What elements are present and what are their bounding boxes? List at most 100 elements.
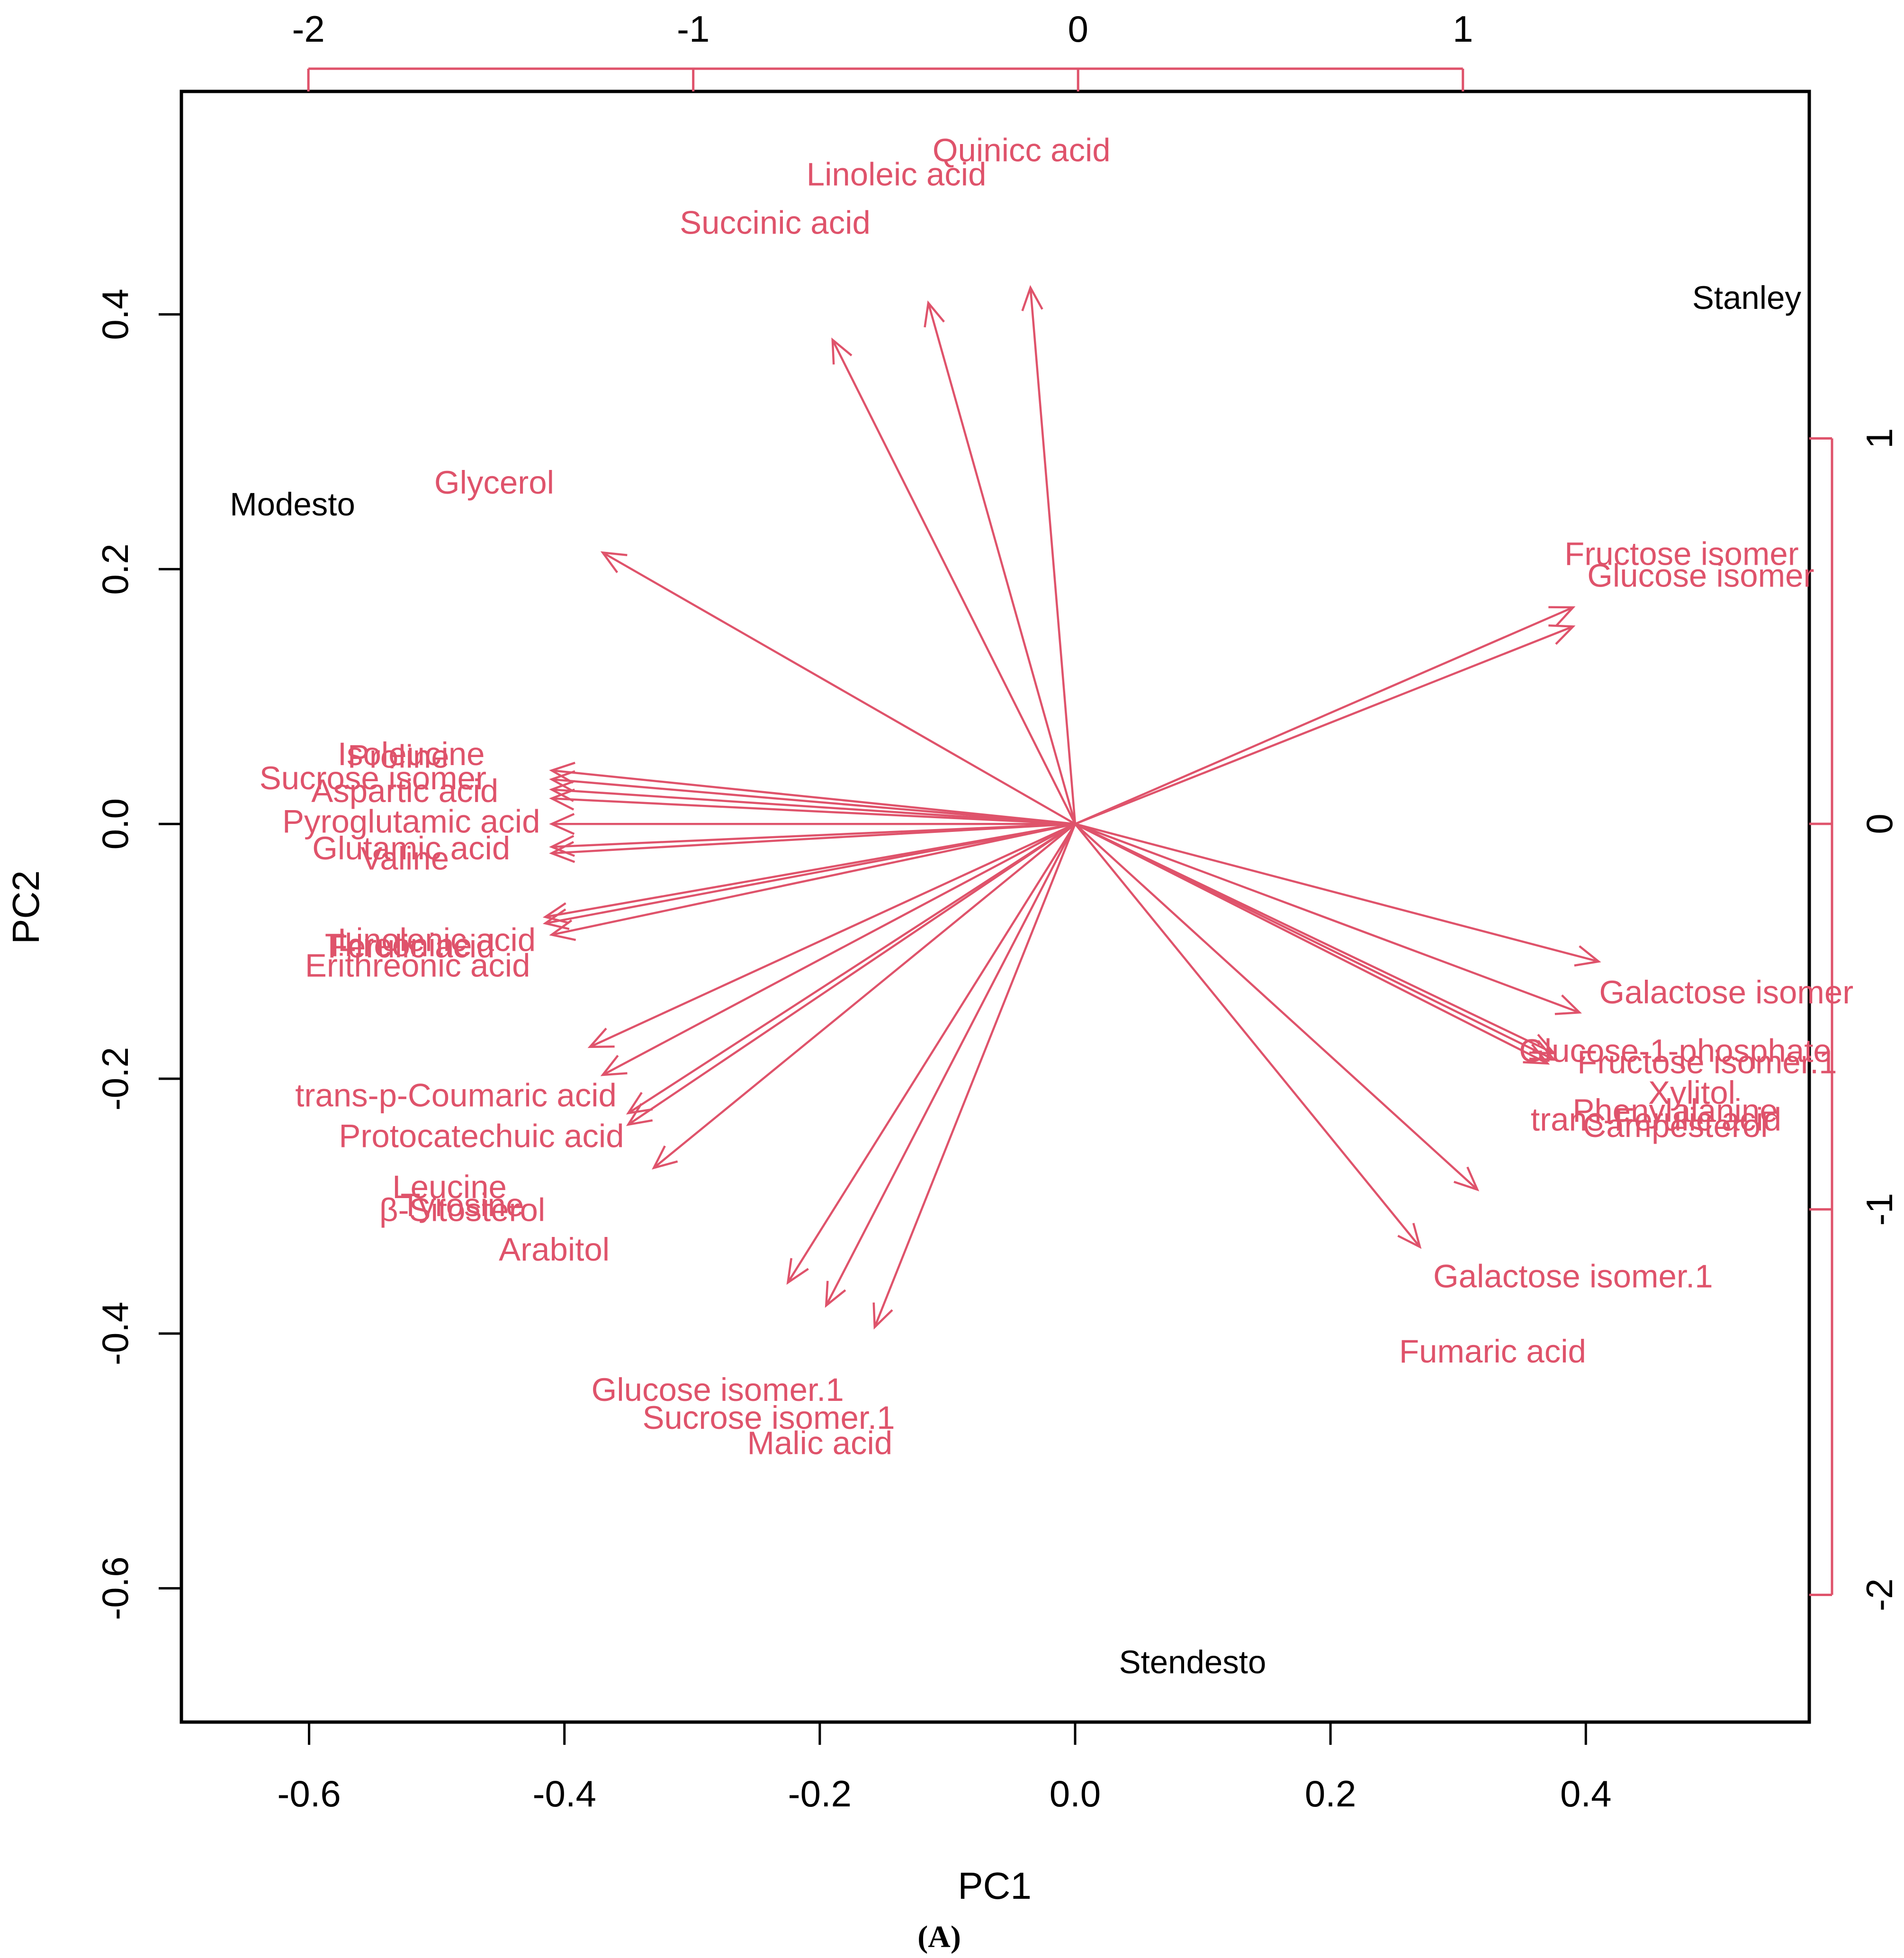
loading-arrow <box>1074 823 1550 1065</box>
left-tick-label: 0.0 <box>94 798 136 849</box>
variable-label-glucose-isomer: Glucose isomer <box>1587 557 1814 594</box>
arrow-head <box>600 1055 628 1076</box>
loading-arrow <box>1075 606 1576 825</box>
variable-label-trans-ferulic-acid: trans-Ferulic acid <box>1531 1101 1781 1138</box>
arrow-shaft <box>551 769 1076 825</box>
variable-label-succinic-acid: Succinic acid <box>680 205 871 241</box>
right-tick-label: 0 <box>1859 813 1900 834</box>
loading-arrow <box>626 823 1076 1115</box>
left-tick-label: 0.2 <box>94 543 136 595</box>
arrow-shaft <box>1074 823 1548 1065</box>
panel-label: (A) <box>917 1920 961 1954</box>
arrow-shaft <box>825 823 1076 1306</box>
observation-label-modesto: Modesto <box>230 486 355 523</box>
variable-label-glucose-1-phosphate: Glucose-1-phosphate <box>1519 1032 1832 1069</box>
arrow-head <box>549 780 575 802</box>
arrow-head <box>587 1028 615 1048</box>
x-axis-title: PC1 <box>958 1865 1032 1907</box>
observation-labels: Modesto Stanley Stendesto <box>230 280 1801 1680</box>
arrow-head <box>1548 606 1576 626</box>
variable-label-threonine: Threonine <box>325 927 472 963</box>
left-tick-label: -0.6 <box>94 1556 136 1620</box>
arrow-shaft <box>1075 823 1599 963</box>
loading-arrow <box>600 823 1076 1076</box>
loading-arrows <box>542 285 1601 1330</box>
loading-arrow <box>652 823 1076 1170</box>
arrow-head <box>626 1092 653 1115</box>
bottom-tick-label: 0.2 <box>1305 1773 1356 1814</box>
arrow-shaft <box>873 823 1077 1328</box>
loading-arrow <box>587 823 1076 1048</box>
bottom-axis: -0.6 -0.4 -0.2 0.0 0.2 0.4 <box>277 1722 1611 1814</box>
arrow-shaft <box>1074 823 1478 1191</box>
right-axis: -2 -1 0 1 <box>1809 428 1900 1611</box>
left-tick-label: -0.4 <box>94 1302 136 1365</box>
arrow-head <box>549 813 575 835</box>
right-tick-label: -1 <box>1859 1193 1900 1226</box>
top-tick-label: 0 <box>1068 8 1088 50</box>
arrow-shaft <box>551 822 1076 855</box>
variable-label-linolenic-acid: Linolenic acid <box>338 922 536 958</box>
variable-label-glutamic-acid: Glutamic acid <box>312 830 510 866</box>
top-axis: -2 -1 0 1 <box>292 8 1473 91</box>
loading-arrow <box>1075 823 1582 1015</box>
variable-label-malic-acid: Malic acid <box>747 1425 892 1462</box>
arrow-head <box>786 1258 809 1285</box>
arrow-head <box>549 919 576 941</box>
arrow-shaft <box>602 823 1076 1076</box>
bottom-tick-label: 0.4 <box>1560 1773 1611 1814</box>
loading-arrow <box>831 337 1076 825</box>
variable-label-sitosterol: β-Sitosterol <box>379 1192 545 1228</box>
arrow-head <box>831 337 853 365</box>
variable-label-arabitol: Arabitol <box>499 1231 610 1268</box>
variable-label-glycerol: Glycerol <box>434 464 554 501</box>
observation-label-stendesto: Stendesto <box>1119 1644 1266 1680</box>
arrow-head <box>549 841 575 863</box>
arrow-head <box>1574 945 1601 967</box>
variable-label-isoleucine: Isoleucine <box>338 736 485 772</box>
top-tick-label: -1 <box>677 8 710 50</box>
arrow-head <box>1523 1043 1550 1065</box>
variable-label-quinicc-acid: Quinicc acid <box>933 132 1111 168</box>
arrow-head <box>1454 1166 1480 1191</box>
variable-label-pyroglutamic-acid: Pyroglutamic acid <box>282 803 540 839</box>
arrow-shaft <box>787 823 1076 1283</box>
arrow-shaft <box>1075 823 1580 1014</box>
loading-arrow <box>786 823 1076 1285</box>
variable-label-aspartic-acid: Aspartic acid <box>311 773 498 809</box>
loading-arrow <box>825 823 1076 1308</box>
arrow-head <box>600 551 628 573</box>
variable-label-valine: Valine <box>360 840 449 876</box>
arrow-head <box>549 788 575 811</box>
loading-arrow <box>872 823 1077 1330</box>
variable-label-protocatechuic-acid: Protocatechuic acid <box>339 1118 624 1155</box>
loading-arrow <box>924 300 1077 824</box>
arrow-head <box>1021 285 1043 311</box>
arrow-shaft <box>589 823 1076 1048</box>
arrow-shaft <box>831 339 1076 825</box>
variable-label-galactose-isomer: Galactose isomer <box>1599 974 1853 1011</box>
variable-label-linoleic-acid: Linoleic acid <box>807 156 987 192</box>
arrow-shaft <box>551 797 1076 825</box>
loading-arrow <box>549 822 1076 863</box>
arrow-shaft <box>628 823 1076 1126</box>
variable-label-galactose-isomer-1: Galactose isomer.1 <box>1433 1258 1713 1294</box>
loading-arrow <box>1021 285 1077 824</box>
left-tick-label: -0.2 <box>94 1047 136 1110</box>
loading-arrow <box>549 761 1076 825</box>
arrow-head <box>549 770 575 793</box>
y-axis-title: PC2 <box>5 870 47 944</box>
top-tick-label: -2 <box>292 8 324 50</box>
arrow-shaft <box>628 823 1076 1114</box>
variable-label-proline: Proline <box>348 738 449 775</box>
plot-frame <box>180 90 1811 1724</box>
loading-arrow <box>549 788 1076 825</box>
variable-label-fructose-isomer: Fructose isomer <box>1564 536 1799 572</box>
arrow-head <box>1554 994 1582 1015</box>
arrow-shaft <box>927 302 1077 824</box>
variable-label-campesterol: Campesterol <box>1582 1108 1768 1144</box>
arrow-head <box>825 1281 846 1308</box>
loading-arrow <box>1075 624 1576 825</box>
arrow-shaft <box>545 822 1076 925</box>
